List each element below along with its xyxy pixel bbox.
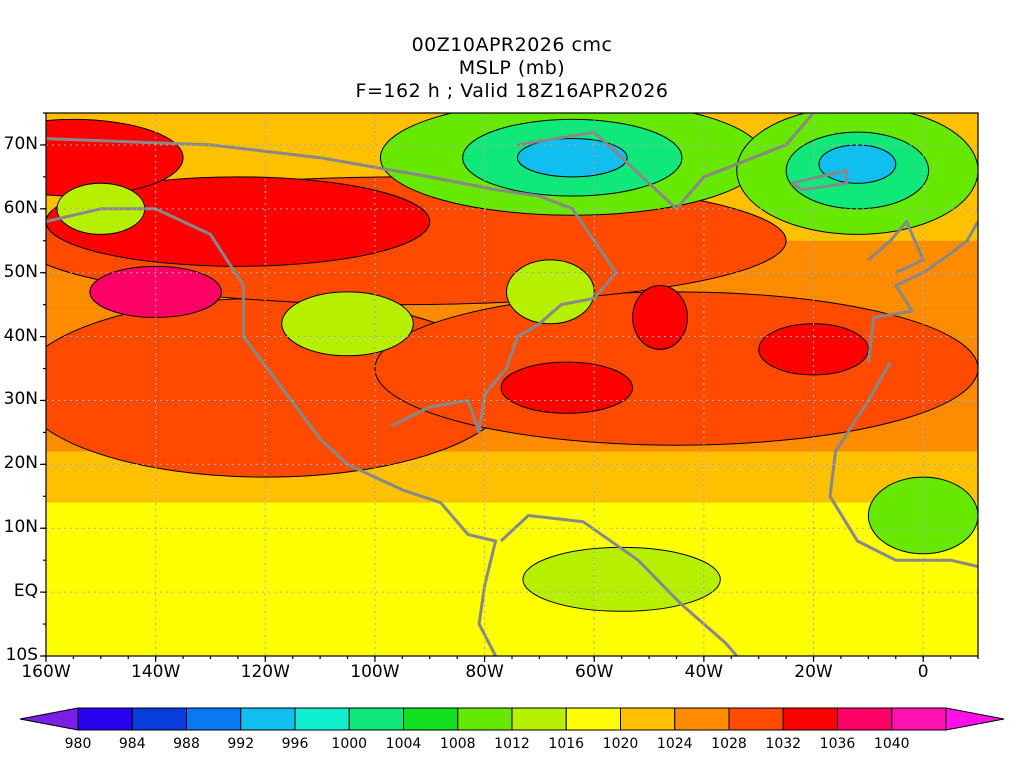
lon-label: 160W xyxy=(21,662,71,682)
lat-label: EQ xyxy=(13,581,38,602)
coastline xyxy=(517,113,815,211)
colorbar-swatch xyxy=(348,707,404,731)
colorbar-label: 1012 xyxy=(494,736,530,752)
colorbar-swatch xyxy=(782,707,838,731)
colorbar-label: 984 xyxy=(118,736,146,752)
coastline xyxy=(790,169,848,192)
colorbar-swatch xyxy=(457,707,513,731)
coastlines xyxy=(46,113,978,656)
pressure-contour xyxy=(632,284,688,350)
lon-label: 100W xyxy=(350,662,400,682)
coastline xyxy=(499,514,738,656)
colorbar-swatch xyxy=(728,707,784,731)
colorbar-swatch xyxy=(620,707,676,731)
coastline xyxy=(867,220,925,275)
colorbar-label: 1008 xyxy=(439,736,476,752)
pressure-contour xyxy=(500,361,634,414)
lat-label: 60N xyxy=(3,197,38,218)
pressure-contour xyxy=(522,546,721,612)
lat-label: 10S xyxy=(5,645,38,665)
colorbar-label: 1020 xyxy=(602,736,639,752)
colorbar-arrow-high xyxy=(945,707,1005,731)
lat-label: 70N xyxy=(3,133,38,154)
pressure-band xyxy=(46,502,978,656)
colorbar-label: 1004 xyxy=(385,736,422,752)
colorbar-swatch xyxy=(674,707,730,731)
lon-label: 120W xyxy=(240,662,290,682)
colorbar-swatch xyxy=(511,707,567,731)
colorbar-label: 996 xyxy=(281,736,309,752)
lat-label: 40N xyxy=(3,325,38,346)
lat-label: 10N xyxy=(3,517,38,538)
colorbar-label: 1032 xyxy=(765,736,802,752)
coastline xyxy=(866,220,978,363)
colorbar-label: 980 xyxy=(64,736,92,752)
colorbar-label: 1016 xyxy=(548,736,585,752)
lon-label: 0 xyxy=(917,662,929,682)
lat-label: 20N xyxy=(3,453,38,474)
colorbar-swatch xyxy=(403,707,459,731)
coastline xyxy=(46,137,618,434)
colorbar-swatch xyxy=(891,707,947,731)
pressure-contour xyxy=(818,144,897,184)
lon-label: 80W xyxy=(465,662,504,682)
colorbar-swatch xyxy=(565,707,621,731)
pressure-contour xyxy=(89,265,222,318)
coastline xyxy=(46,207,498,656)
pressure-contour xyxy=(506,259,595,325)
colorbar-arrow-low xyxy=(19,707,79,731)
coastline xyxy=(828,361,978,569)
colorbar-label: 1040 xyxy=(873,736,910,752)
colorbar-label: 1000 xyxy=(331,736,368,752)
pressure-contour xyxy=(758,323,869,376)
colorbar-swatch xyxy=(837,707,893,731)
title-model-run: 00Z10APR2026 cmc xyxy=(411,34,613,56)
gridlines xyxy=(46,113,978,656)
pressure-contour xyxy=(281,291,414,357)
title-valid-time: F=162 h ; Valid 18Z16APR2026 xyxy=(355,80,669,102)
title-variable: MSLP (mb) xyxy=(458,57,566,79)
colorbar-swatch xyxy=(240,707,296,731)
colorbar-swatch xyxy=(131,707,187,731)
colorbar-swatch xyxy=(77,707,133,731)
lat-label: 50N xyxy=(3,261,38,282)
colorbar-label: 1028 xyxy=(711,736,747,752)
colorbar xyxy=(19,707,1005,731)
lon-label: 60W xyxy=(575,662,614,682)
colorbar-label: 992 xyxy=(227,736,255,752)
lon-label: 140W xyxy=(131,662,181,682)
colorbar-swatch xyxy=(186,707,242,731)
colorbar-label: 1036 xyxy=(819,736,856,752)
colorbar-swatch xyxy=(294,707,350,731)
lat-label: 30N xyxy=(3,389,38,410)
colorbar-label: 1024 xyxy=(656,736,693,752)
colorbar-label: 988 xyxy=(173,736,200,752)
pressure-contour xyxy=(516,138,628,178)
lon-label: 40W xyxy=(684,662,724,682)
lon-label: 20W xyxy=(794,662,833,682)
